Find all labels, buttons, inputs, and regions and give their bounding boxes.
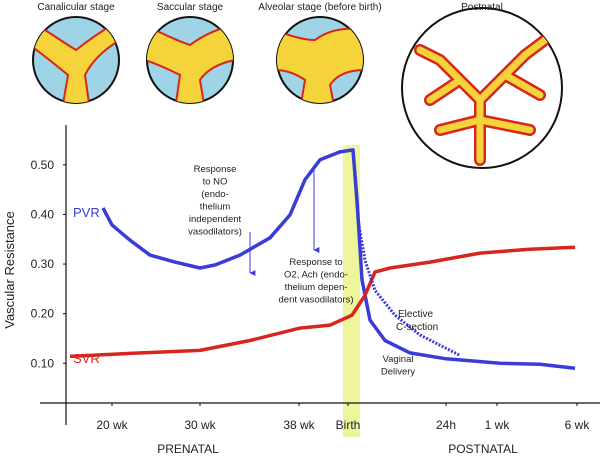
x-tick-label: 30 wk xyxy=(184,418,216,432)
annotation-line: Response xyxy=(194,164,237,175)
x-tick-label: 24h xyxy=(436,418,456,432)
series-label-part: Elective xyxy=(398,309,433,320)
annotation-line: thelium xyxy=(200,202,231,213)
stage-title: Postnatal xyxy=(461,2,503,13)
annotation-line: thelium depen- xyxy=(285,282,348,293)
y-tick-label: 0.10 xyxy=(31,356,55,370)
annotation: Vaginal Delivery xyxy=(381,354,416,378)
annotation-line: (endo- xyxy=(201,189,228,200)
annotation-line: Vaginal xyxy=(383,354,414,365)
annotation-line: vasodilators) xyxy=(188,227,242,238)
y-tick-label: 0.50 xyxy=(31,158,55,172)
series-label: SVR xyxy=(73,351,100,366)
annotation: Response to NO (endo-thelium independent vas… xyxy=(188,164,242,238)
annotation-line: O2, Ach (endo- xyxy=(284,270,348,281)
series-line xyxy=(69,245,576,359)
series-label: PVR xyxy=(73,205,100,220)
series-label: Elective C-section xyxy=(396,309,438,333)
birth-band xyxy=(343,145,360,437)
annotation-line: independent xyxy=(189,214,242,225)
stage-title: Saccular stage xyxy=(157,2,224,13)
annotation: Response to O2, Ach (endo-thelium depen-d… xyxy=(279,257,354,306)
stage-title: Alveolar stage (before birth) xyxy=(258,2,381,13)
series-line xyxy=(101,148,576,371)
series-label-part: C-section xyxy=(396,322,438,333)
y-tick-label: 0.20 xyxy=(31,307,55,321)
y-tick-label: 0.40 xyxy=(31,207,55,221)
x-tick-label: 1 wk xyxy=(485,418,511,432)
stage-title: Canalicular stage xyxy=(37,2,115,13)
annotation-line: Delivery xyxy=(381,367,416,378)
annotation-line: to NO xyxy=(203,177,228,188)
x-tick-label: 38 wk xyxy=(283,418,315,432)
period-label: POSTNATAL xyxy=(448,442,518,456)
annotation-line: Response to xyxy=(289,257,342,268)
y-tick-label: 0.30 xyxy=(31,257,55,271)
x-tick-label: 6 wk xyxy=(565,418,591,432)
y-axis-label: Vascular Resistance xyxy=(2,211,17,329)
annotation-line: dent vasodilators) xyxy=(279,295,354,306)
series-line xyxy=(351,149,461,357)
x-tick-label: Birth xyxy=(336,418,361,432)
stage-illustrations xyxy=(32,7,563,169)
x-tick-label: 20 wk xyxy=(96,418,128,432)
period-label: PRENATAL xyxy=(157,442,219,456)
